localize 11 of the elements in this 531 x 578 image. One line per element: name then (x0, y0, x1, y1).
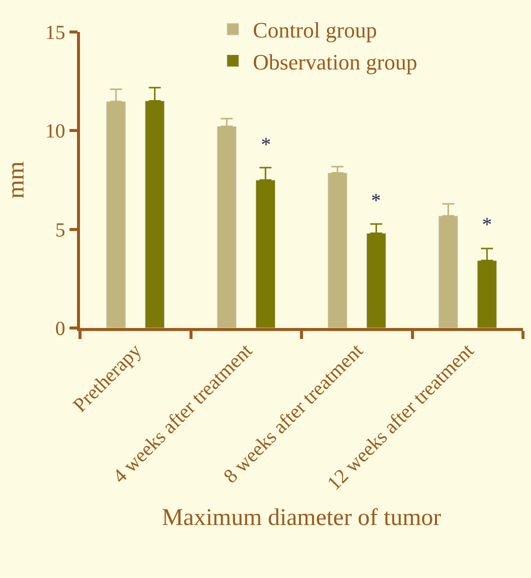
y-axis-title: mm (3, 161, 30, 199)
y-tick-label: 15 (45, 22, 66, 44)
annotation: * (261, 134, 271, 156)
y-tick-label: 5 (55, 219, 66, 242)
annotation: * (482, 214, 492, 236)
legend-label: Observation group (252, 49, 418, 74)
annotation: * (371, 190, 381, 212)
y-tick-label: 0 (55, 318, 66, 340)
legend-label: Control group (252, 18, 377, 43)
x-axis-title: Maximum diameter of tumor (162, 505, 442, 532)
y-tick-label: 10 (45, 120, 66, 143)
